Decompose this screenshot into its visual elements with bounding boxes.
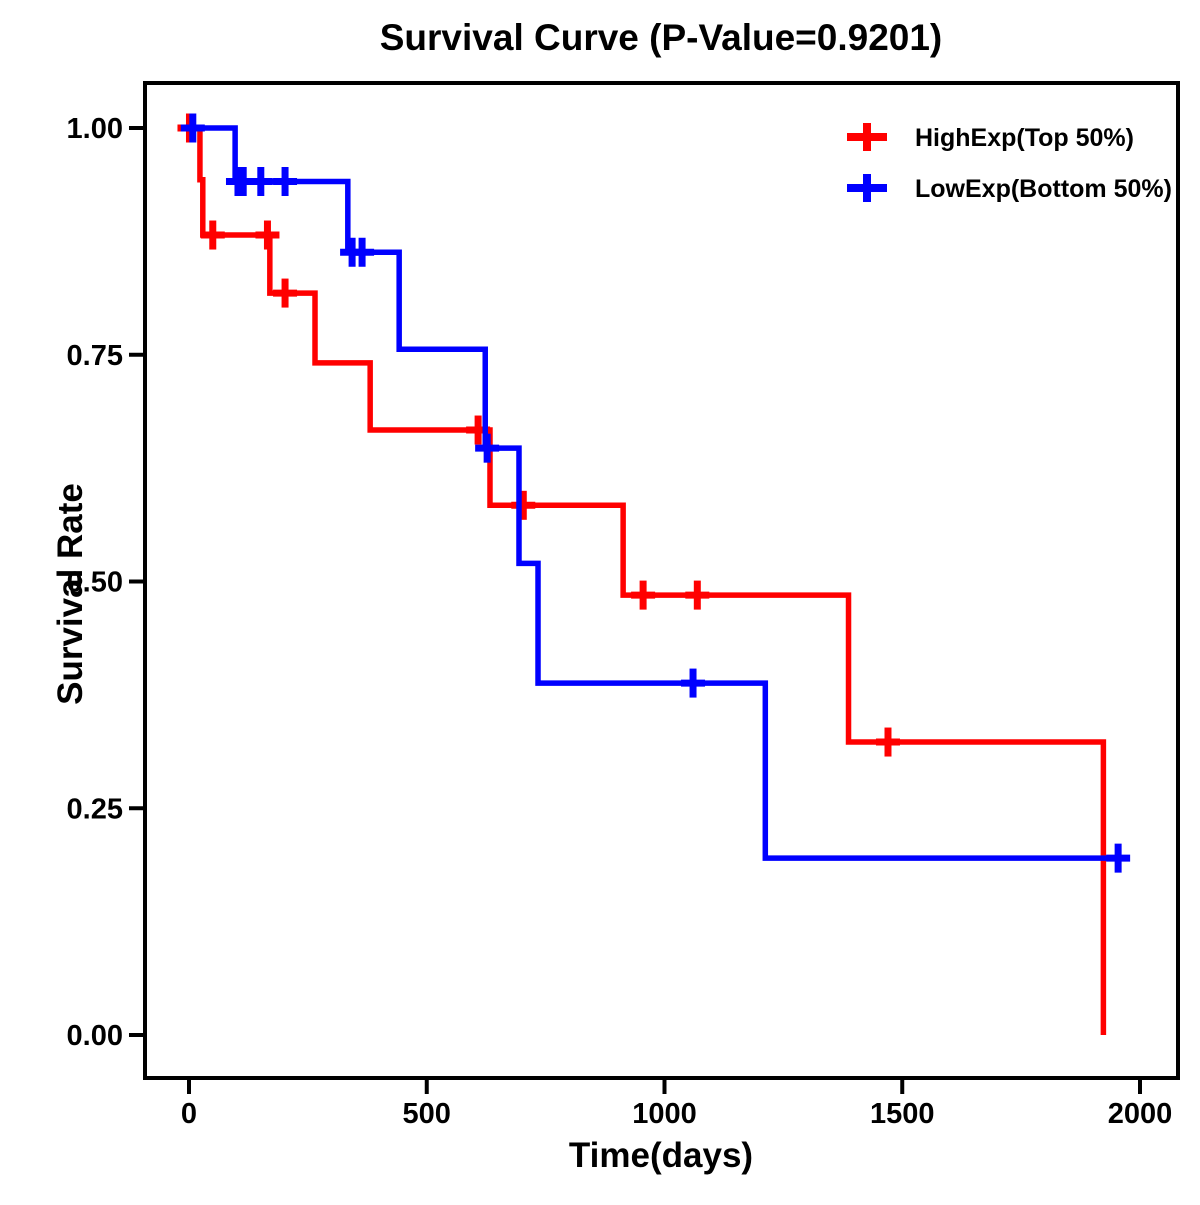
y-axis-tick-label: 1.00 [67, 113, 123, 145]
y-axis-tick-label: 0.00 [67, 1020, 123, 1052]
legend-item-lowexp-bottom-50: LowExp(Bottom 50%) [847, 174, 1172, 203]
legend-label: LowExp(Bottom 50%) [915, 175, 1172, 203]
x-axis-tick-label: 500 [403, 1098, 451, 1130]
censor-mark-lowexp-bottom-50 [475, 433, 500, 463]
survival-step-line-highexp-top-50 [189, 125, 1107, 1035]
survival-step-line-lowexp-bottom-50 [189, 125, 1126, 861]
y-axis-tick-label: 0.75 [67, 340, 123, 372]
censor-mark-lowexp-bottom-50 [350, 237, 375, 267]
censor-mark-highexp-top-50 [255, 220, 280, 250]
x-axis-tick-label: 1000 [632, 1098, 697, 1130]
censor-mark-lowexp-bottom-50 [1106, 843, 1131, 873]
chart-title: Survival Curve (P-Value=0.9201) [380, 17, 943, 58]
y-axis-tick-label: 0.50 [67, 567, 123, 599]
legend-item-highexp-top-50: HighExp(Top 50%) [847, 123, 1134, 152]
survival-curves [177, 113, 1131, 1035]
axis-ticks: 0 500 1000 1500 2000 0.00 0.25 0.50 0.75 1.00 [67, 113, 1173, 1130]
x-axis-title: Time(days) [569, 1136, 753, 1175]
censor-mark-highexp-top-50 [685, 580, 710, 610]
censor-mark-highexp-top-50 [511, 490, 536, 520]
censor-mark-highexp-top-50 [631, 580, 656, 610]
x-axis-tick-label: 2000 [1108, 1098, 1173, 1130]
legend: HighExp(Top 50%) LowExp(Bottom 50%) [847, 123, 1172, 203]
y-axis-title: Survival Rate [51, 483, 90, 705]
censor-mark-highexp-top-50 [875, 727, 900, 757]
legend-label: HighExp(Top 50%) [915, 124, 1134, 152]
censor-mark-lowexp-bottom-50 [273, 167, 298, 197]
censor-mark-highexp-top-50 [273, 278, 298, 308]
censor-mark-lowexp-bottom-50 [681, 668, 706, 698]
censor-mark-lowexp-bottom-50 [180, 113, 205, 143]
y-axis-tick-label: 0.25 [67, 793, 123, 825]
censor-mark-lowexp-bottom-50 [248, 167, 273, 197]
plot-border [143, 81, 1180, 1080]
censor-mark-highexp-top-50 [200, 220, 225, 250]
x-axis-tick-label: 1500 [870, 1098, 935, 1130]
x-axis-tick-label: 0 [181, 1098, 197, 1130]
